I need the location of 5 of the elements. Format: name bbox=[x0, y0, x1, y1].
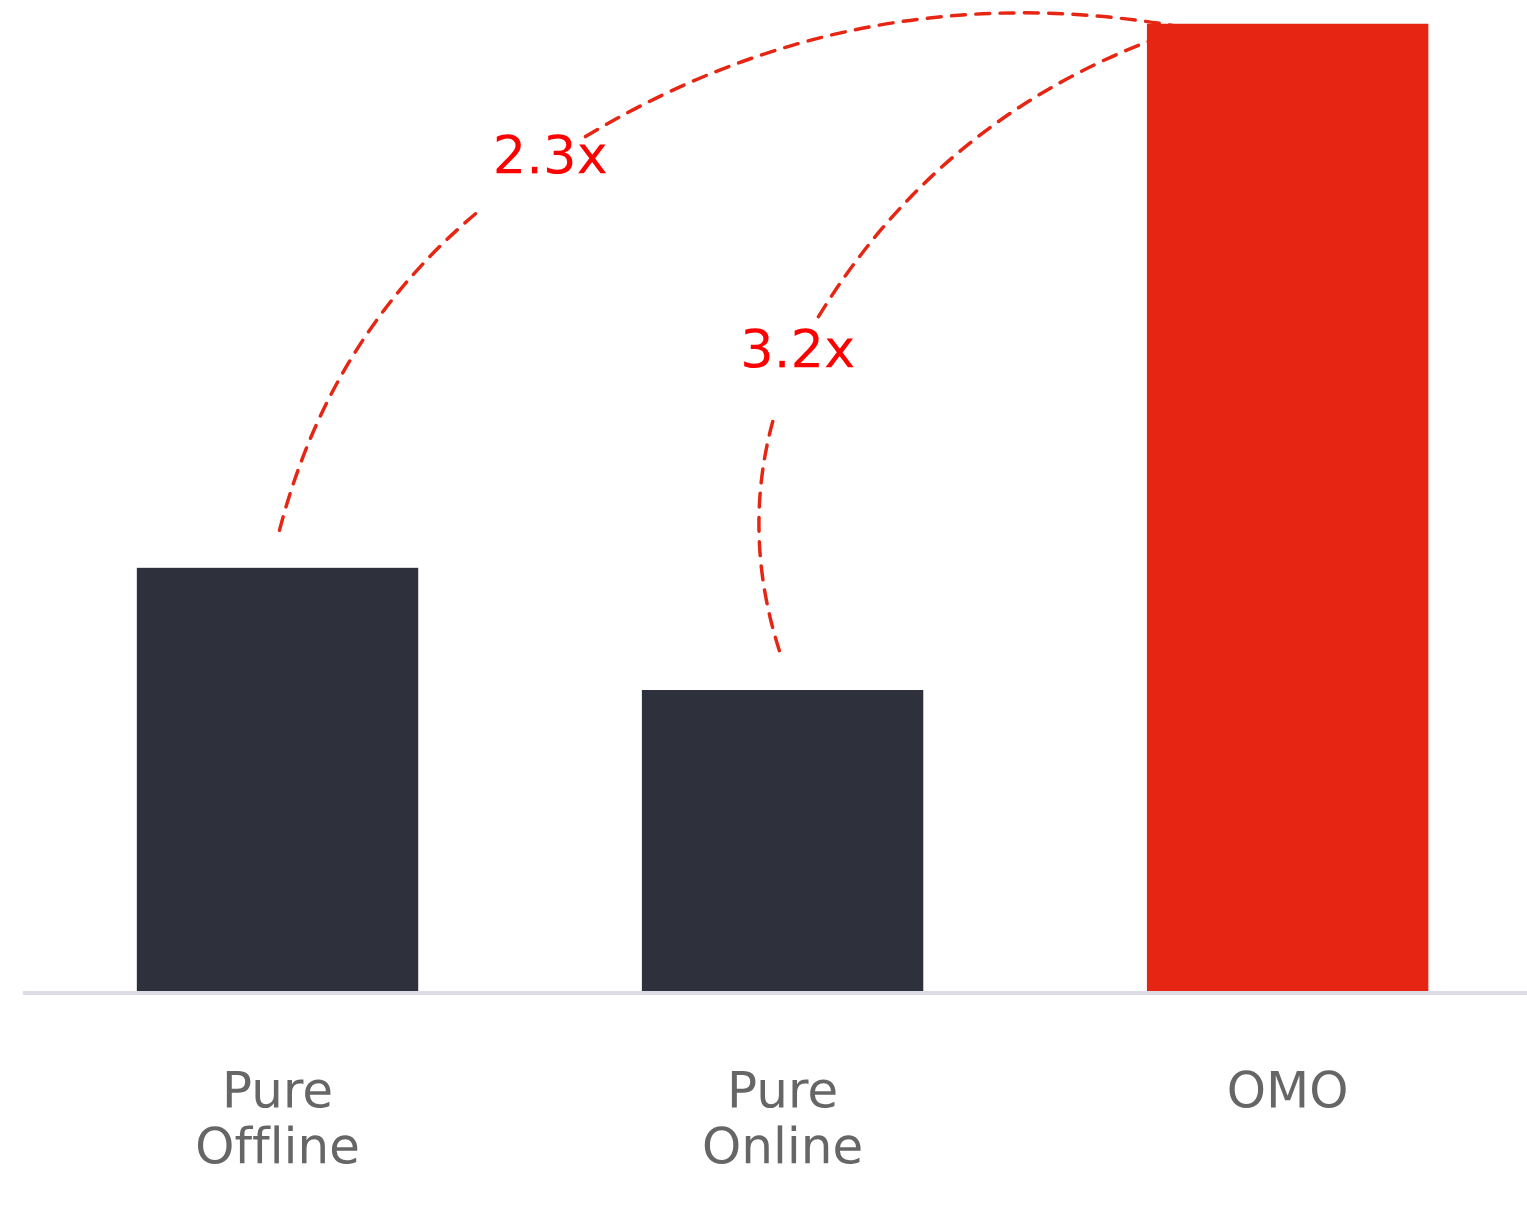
annotation: 3.2x bbox=[744, 328, 854, 369]
x-tick-label: Pure Offline bbox=[197, 1070, 358, 1165]
annotation: 2.3x bbox=[496, 134, 607, 175]
x-tick-label: Pure Online bbox=[704, 1070, 861, 1165]
x-tick-label: OMO bbox=[1229, 1070, 1346, 1109]
